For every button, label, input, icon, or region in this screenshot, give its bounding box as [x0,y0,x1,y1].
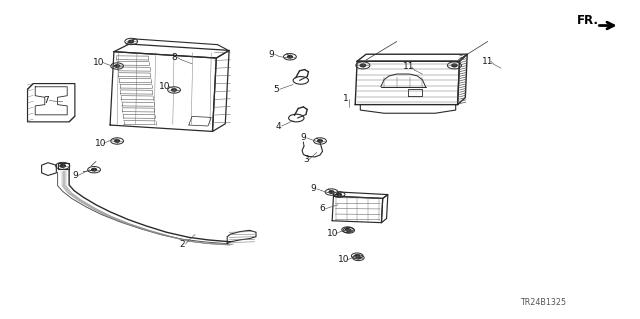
Text: 10: 10 [93,58,105,67]
Circle shape [317,140,323,142]
Circle shape [287,56,292,58]
Circle shape [129,40,134,43]
Text: 6: 6 [319,204,324,213]
Text: 11: 11 [482,57,493,66]
Circle shape [355,255,359,257]
Circle shape [346,229,349,231]
Text: 10: 10 [327,229,339,238]
Text: 11: 11 [403,63,414,71]
Circle shape [60,165,65,167]
Text: 10: 10 [159,82,171,91]
Text: FR.: FR. [577,14,598,27]
Circle shape [92,168,97,171]
Circle shape [337,194,341,196]
Text: 10: 10 [338,256,349,264]
Text: 8: 8 [172,53,177,62]
Text: 2: 2 [180,240,185,249]
Text: 7: 7 [44,96,49,105]
Circle shape [452,64,457,67]
Text: 10: 10 [95,139,106,148]
Circle shape [347,229,351,231]
Circle shape [329,191,334,193]
Text: TR24B1325: TR24B1325 [520,298,566,307]
Text: 1: 1 [343,94,348,103]
Circle shape [172,89,177,91]
Circle shape [115,140,120,142]
Text: 4: 4 [276,122,281,130]
Circle shape [360,64,365,67]
Text: 9: 9 [269,50,274,59]
Text: 9: 9 [301,133,306,142]
Text: 9: 9 [72,171,77,180]
Text: 9: 9 [311,184,316,193]
Text: 5: 5 [274,85,279,94]
Text: 3: 3 [303,155,308,164]
Circle shape [115,65,120,67]
Circle shape [356,257,360,259]
